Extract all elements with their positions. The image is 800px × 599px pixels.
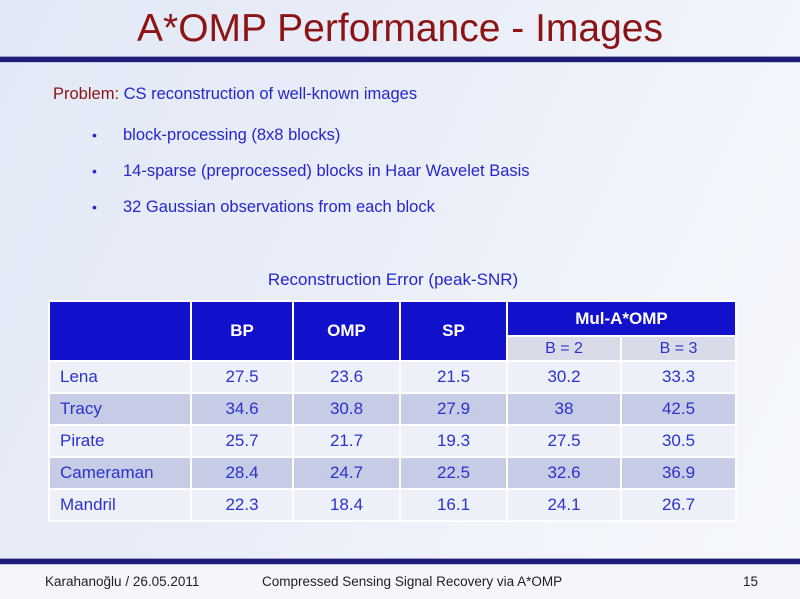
- footer-page-number: 15: [742, 574, 758, 589]
- cell-value: 27.5: [508, 426, 620, 456]
- row-name: Pirate: [50, 426, 190, 456]
- cell-value: 27.5: [192, 362, 292, 392]
- bullet-icon: •: [92, 163, 97, 179]
- cell-value: 30.5: [622, 426, 735, 456]
- cell-value: 16.1: [401, 490, 506, 520]
- cell-value: 23.6: [294, 362, 399, 392]
- footer: Karahanoğlu / 26.05.2011 Compressed Sens…: [0, 565, 800, 599]
- slide-title: A*OMP Performance - Images: [137, 7, 663, 50]
- table-row-cameraman: Cameraman 28.4 24.7 22.5 32.6 36.9: [50, 458, 735, 488]
- footer-author-date: Karahanoğlu / 26.05.2011: [45, 574, 200, 589]
- bullet-text: 14-sparse (preprocessed) blocks in Haar …: [123, 162, 530, 180]
- bullet-item: • block-processing (8x8 blocks): [92, 125, 530, 145]
- cell-value: 28.4: [192, 458, 292, 488]
- header-sp: SP: [401, 302, 506, 360]
- bullet-text: 32 Gaussian observations from each block: [123, 198, 435, 216]
- header-b3: B = 3: [622, 337, 735, 360]
- cell-value: 42.5: [622, 394, 735, 424]
- cell-value: 32.6: [508, 458, 620, 488]
- cell-value: 30.2: [508, 362, 620, 392]
- bullet-text: block-processing (8x8 blocks): [123, 126, 341, 144]
- cell-value: 25.7: [192, 426, 292, 456]
- bullet-icon: •: [92, 199, 97, 215]
- cell-value: 22.3: [192, 490, 292, 520]
- bullet-item: • 14-sparse (preprocessed) blocks in Haa…: [92, 161, 530, 181]
- cell-value: 30.8: [294, 394, 399, 424]
- row-name: Lena: [50, 362, 190, 392]
- cell-value: 34.6: [192, 394, 292, 424]
- cell-value: 27.9: [401, 394, 506, 424]
- problem-text: CS reconstruction of well-known images: [123, 85, 418, 103]
- table-row-mandril: Mandril 22.3 18.4 16.1 24.1 26.7: [50, 490, 735, 520]
- cell-value: 26.7: [622, 490, 735, 520]
- results-table: BP OMP SP Mul-A*OMP B = 2 B = 3 Lena 27.…: [48, 300, 737, 522]
- header-b2: B = 2: [508, 337, 620, 360]
- table-title: Reconstruction Error (peak-SNR): [267, 270, 519, 289]
- header-mul-aomp: Mul-A*OMP: [508, 302, 735, 335]
- header-empty-cell: [50, 302, 190, 360]
- footer-presentation-title: Compressed Sensing Signal Recovery via A…: [262, 574, 563, 589]
- cell-value: 22.5: [401, 458, 506, 488]
- table-row-lena: Lena 27.5 23.6 21.5 30.2 33.3: [50, 362, 735, 392]
- cell-value: 21.7: [294, 426, 399, 456]
- bullet-item: • 32 Gaussian observations from each blo…: [92, 197, 530, 217]
- cell-value: 24.7: [294, 458, 399, 488]
- row-name: Mandril: [50, 490, 190, 520]
- problem-label: Problem:: [53, 85, 120, 103]
- row-name: Cameraman: [50, 458, 190, 488]
- table-row-pirate: Pirate 25.7 21.7 19.3 27.5 30.5: [50, 426, 735, 456]
- bullet-icon: •: [92, 127, 97, 143]
- row-name: Tracy: [50, 394, 190, 424]
- bullet-list: • block-processing (8x8 blocks) • 14-spa…: [92, 125, 530, 233]
- cell-value: 21.5: [401, 362, 506, 392]
- cell-value: 18.4: [294, 490, 399, 520]
- cell-value: 38: [508, 394, 620, 424]
- table-subheader-row: B = 2 B = 3: [50, 337, 735, 360]
- header-bp: BP: [192, 302, 292, 360]
- cell-value: 33.3: [622, 362, 735, 392]
- header-omp: OMP: [294, 302, 399, 360]
- cell-value: 24.1: [508, 490, 620, 520]
- problem-line: Problem: CS reconstruction of well-known…: [53, 84, 417, 104]
- cell-value: 19.3: [401, 426, 506, 456]
- footer-divider-line: [0, 558, 800, 565]
- title-divider-line: [0, 56, 800, 63]
- table-row-tracy: Tracy 34.6 30.8 27.9 38 42.5: [50, 394, 735, 424]
- table-header-row: BP OMP SP Mul-A*OMP: [50, 302, 735, 360]
- cell-value: 36.9: [622, 458, 735, 488]
